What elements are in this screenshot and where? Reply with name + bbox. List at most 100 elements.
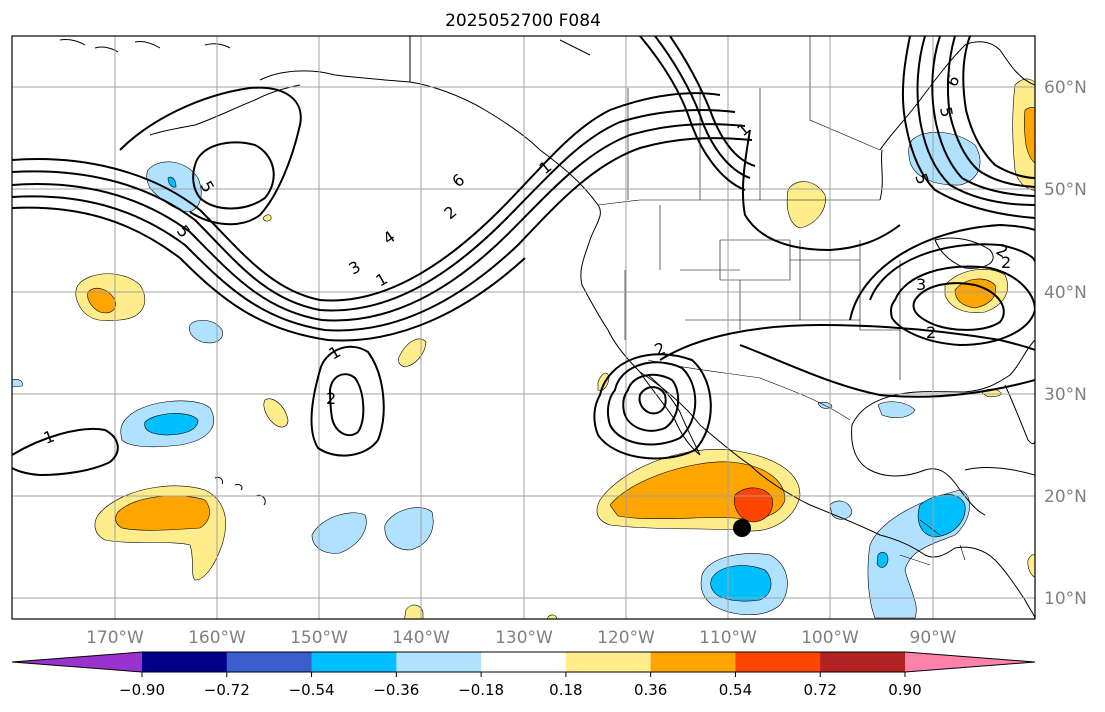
contour-line (669, 36, 756, 167)
anomaly-positive-region (262, 214, 272, 222)
contour-line (12, 137, 753, 332)
map-title: 2025052700 F084 (445, 11, 601, 31)
contour-label: 2 (1001, 253, 1011, 272)
anomaly-positive-region (786, 181, 826, 229)
anomaly-positive-region (547, 614, 558, 619)
lon-label: 130°W (495, 628, 553, 648)
anomaly-positive-region (954, 278, 996, 309)
colorbar-tick-label: 0.90 (888, 681, 921, 699)
lat-label: 60°N (1044, 78, 1087, 98)
great-lakes (934, 237, 994, 269)
anomaly-positive-region (263, 398, 289, 428)
lon-label: 110°W (699, 628, 757, 648)
contour-line (12, 427, 119, 477)
lon-label: 150°W (290, 628, 348, 648)
lat-label: 50°N (1044, 180, 1087, 200)
lat-label: 30°N (1044, 385, 1087, 405)
contour-line (901, 36, 1035, 219)
central-america-borders (899, 519, 966, 566)
colorbar-segment (311, 652, 397, 672)
lon-label: 160°W (188, 628, 246, 648)
anomaly-positive-region (398, 338, 427, 368)
contour-line (912, 282, 1005, 331)
anomaly-positive-region (404, 604, 424, 619)
contour-line (12, 109, 736, 312)
lon-label: 90°W (910, 628, 957, 648)
contour-line (622, 373, 680, 432)
colorbar: −0.90 −0.72 −0.54 −0.36 −0.18 0.18 0.36 0.54 0.7… (11, 651, 1036, 699)
anomaly-negative-region (710, 565, 772, 602)
contour-line (12, 206, 526, 342)
colorbar-segment (820, 652, 906, 672)
contour-line (659, 323, 1035, 361)
lon-label: 170°W (86, 628, 144, 648)
anomaly-positive-region (1027, 554, 1035, 578)
lon-label: 100°W (801, 628, 859, 648)
lon-label: 140°W (392, 628, 450, 648)
alaska-coast (259, 70, 411, 83)
lat-label: 40°N (1044, 283, 1087, 303)
colorbar-segment (396, 652, 482, 672)
contour-lines (12, 36, 1035, 477)
contour-line (639, 36, 746, 191)
contour-line (946, 36, 1035, 188)
contour-line (119, 86, 302, 226)
contour-line (916, 36, 1035, 206)
colorbar-tick-label: −0.18 (458, 681, 504, 699)
contour-line (654, 36, 751, 179)
cuba (964, 467, 1035, 476)
contour-line (12, 123, 746, 322)
contour-line (310, 345, 385, 457)
anomaly-negative-region (829, 500, 853, 520)
colorbar-segment (735, 652, 821, 672)
anomaly-positive-region (1024, 107, 1035, 164)
contour-label: 2 (326, 389, 336, 408)
north-america-coastline (409, 36, 1035, 619)
contour-line (890, 265, 1035, 347)
contour-label: 2 (926, 323, 936, 342)
contour-line (849, 223, 1035, 321)
hudson-bay-west (879, 149, 883, 201)
colorbar-segment (650, 652, 736, 672)
longitude-labels: 170°W 160°W 150°W 140°W 130°W 120°W 110°… (86, 628, 957, 648)
contour-line (606, 361, 697, 446)
colorbar-extension-low (12, 652, 142, 672)
lon-label: 120°W (597, 628, 655, 648)
anomaly-negative-region (12, 379, 23, 388)
lat-label: 10°N (1044, 589, 1087, 609)
coastlines (59, 36, 1035, 619)
anomaly-negative-region (917, 494, 966, 538)
contour-line (931, 36, 1035, 197)
anomaly-negative-region (877, 401, 916, 419)
colorbar-tick-label: 0.54 (719, 681, 752, 699)
contour-label: 5 (936, 105, 956, 118)
anomaly-negative-region (876, 551, 889, 568)
us-state-lines (624, 205, 901, 380)
anomaly-negative-region (167, 176, 177, 188)
baja-california (639, 371, 701, 456)
contour-line (869, 243, 1035, 301)
map-frame (11, 35, 1036, 620)
lat-label: 20°N (1044, 487, 1087, 507)
contour-line (192, 141, 275, 210)
gulf-coast (851, 339, 1035, 516)
colorbar-tick-label: −0.72 (204, 681, 250, 699)
colorbar-tick-label: 0.36 (634, 681, 667, 699)
colorbar-segment (142, 652, 228, 672)
latitude-labels: 60°N 50°N 40°N 30°N 20°N 10°N (1044, 78, 1087, 609)
arctic-islands (59, 39, 591, 56)
contour-line (739, 344, 1035, 398)
colorbar-tick-label: −0.36 (373, 681, 419, 699)
colorbar-tick-label: −0.90 (119, 681, 165, 699)
anomaly-negative-region (311, 512, 367, 554)
colorbar-tick-label: −0.54 (289, 681, 335, 699)
anomaly-negative-region (189, 320, 223, 344)
colorbar-tick-label: 0.18 (549, 681, 582, 699)
colorbar-segment (565, 652, 652, 672)
colorbar-tick-label: 0.72 (804, 681, 837, 699)
contour-line (12, 92, 721, 302)
anomaly-positive-region (87, 287, 116, 314)
colorbar-extension-high (905, 652, 1035, 672)
aleutian-islands (149, 84, 301, 136)
